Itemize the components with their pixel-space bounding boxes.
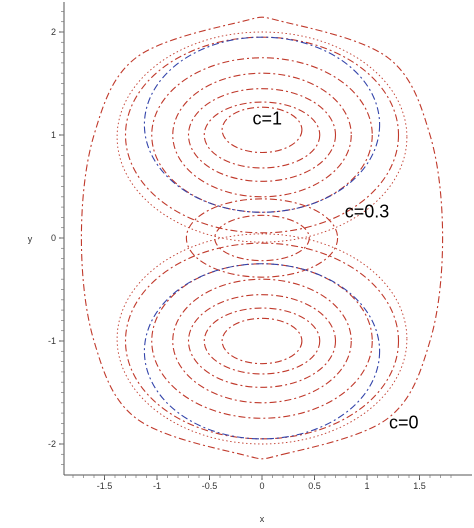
separatrix-line (116, 233, 408, 445)
contour-line (172, 72, 352, 198)
contour-level-label: c=0.3 (345, 201, 390, 221)
y-tick-label: 1 (51, 130, 56, 140)
y-tick-label: 2 (51, 27, 56, 37)
x-tick-label: 1 (364, 481, 369, 491)
x-tick-label: 1.5 (413, 481, 426, 491)
x-tick-label: -1 (153, 481, 161, 491)
y-tick-label: -2 (48, 439, 56, 449)
contour-line (187, 294, 337, 388)
contour-line (214, 214, 310, 262)
outer-contour-line (80, 16, 444, 460)
annotations: c=1 c=0.3 c=0 (252, 109, 418, 433)
x-tick-label: -1.5 (97, 481, 113, 491)
contour-line (143, 263, 381, 440)
contour-curves (80, 16, 444, 460)
y-axis-label: y (28, 234, 33, 244)
contour-line (124, 242, 400, 440)
contour-line (221, 317, 303, 365)
contour-level-label: c=1 (252, 109, 282, 129)
y-ticks: -2 -1 0 1 2 (48, 11, 64, 465)
contour-line (143, 36, 381, 213)
contour-line (203, 101, 321, 169)
y-tick-label: 0 (51, 233, 56, 243)
x-tick-label: -0.5 (202, 481, 218, 491)
contour-line (151, 263, 373, 419)
contour-line (221, 106, 303, 154)
x-ticks: -1.5 -1 -0.5 0 0.5 1 1.5 (72, 475, 452, 491)
contour-level-label: c=0 (389, 413, 419, 433)
contour-line (187, 88, 337, 182)
separatrix-line (116, 31, 408, 243)
x-tick-label: 0.5 (308, 481, 321, 491)
y-tick-label: -1 (48, 336, 56, 346)
contour-line (172, 278, 352, 404)
contour-line (203, 307, 321, 375)
contour-line (151, 57, 373, 213)
contour-line (185, 198, 339, 278)
x-axis-label: x (260, 514, 265, 524)
x-tick-label: 0 (259, 481, 264, 491)
